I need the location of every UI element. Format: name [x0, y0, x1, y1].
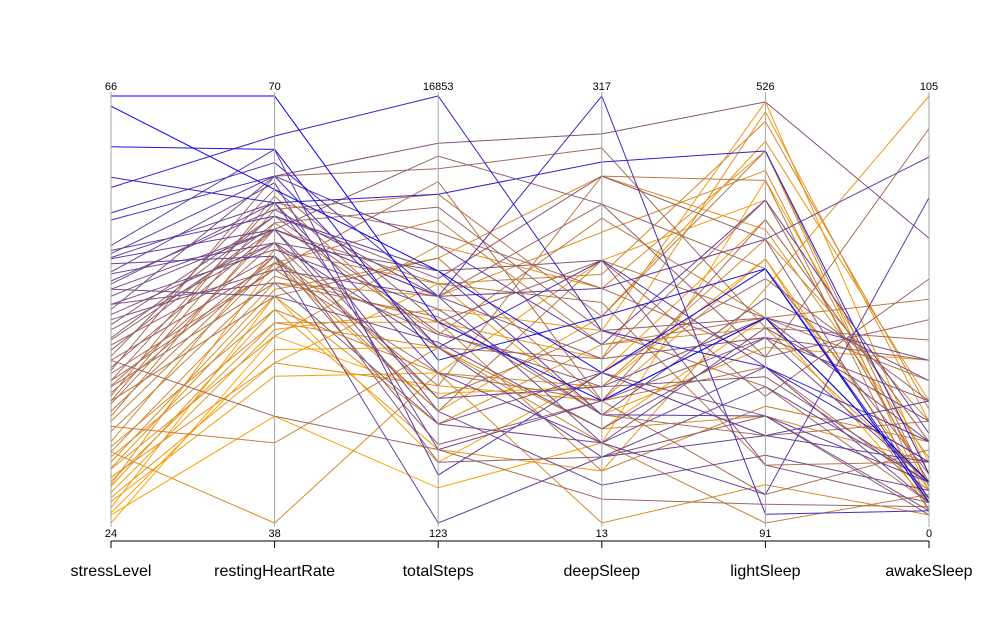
axis-labels: 66 24 stressLevel 70 38 restingHeartRate 16853…	[71, 81, 973, 580]
axis-max-label: 66	[105, 81, 117, 93]
record-line	[110, 275, 930, 472]
record-line	[110, 150, 930, 503]
record-line	[110, 238, 930, 448]
record-line	[110, 197, 930, 496]
axis-max-label: 526	[756, 81, 774, 93]
record-line	[110, 175, 930, 443]
record-line	[110, 188, 930, 398]
axis-min-label: 91	[759, 528, 771, 540]
record-line	[110, 228, 930, 443]
record-line	[110, 175, 930, 512]
record-line	[110, 268, 930, 402]
record-line	[110, 242, 930, 483]
axes	[110, 92, 930, 548]
record-line	[110, 295, 930, 483]
record-lines	[110, 95, 930, 524]
axis-name-label: deepSleep	[564, 563, 641, 580]
record-line	[110, 150, 930, 475]
axis-name-label: lightSleep	[730, 563, 800, 580]
record-line	[110, 359, 930, 508]
record-line	[110, 182, 930, 451]
record-line	[110, 257, 930, 491]
record-line	[110, 95, 930, 515]
record-line	[110, 283, 930, 498]
record-line	[110, 169, 930, 491]
record-line	[110, 255, 930, 524]
record-line	[110, 202, 930, 491]
record-line	[110, 258, 930, 512]
record-line	[110, 175, 930, 463]
record-line	[110, 195, 930, 483]
record-line	[110, 203, 930, 475]
record-line	[110, 105, 930, 503]
axis-max-label: 16853	[423, 81, 454, 93]
axis-name-label: totalSteps	[403, 563, 474, 580]
record-line	[110, 288, 930, 483]
record-line	[110, 282, 930, 437]
axis-max-label: 317	[593, 81, 611, 93]
record-line	[110, 215, 930, 483]
record-line	[110, 228, 930, 444]
record-line	[110, 147, 930, 371]
record-line	[110, 128, 930, 382]
axis-min-label: 38	[268, 528, 280, 540]
record-line	[110, 156, 930, 297]
record-line	[110, 175, 930, 434]
record-line	[110, 148, 930, 476]
record-line	[110, 95, 930, 463]
record-line	[110, 175, 930, 503]
axis-max-label: 70	[268, 81, 280, 93]
axis-min-label: 24	[105, 528, 117, 540]
record-line	[110, 322, 930, 463]
record-line	[110, 150, 930, 487]
axis-name-label: restingHeartRate	[214, 563, 335, 580]
record-line	[111, 95, 930, 483]
axis-min-label: 0	[926, 528, 932, 540]
axis-max-label: 105	[920, 81, 938, 93]
record-line	[110, 255, 930, 446]
record-line	[110, 248, 930, 416]
record-line	[110, 242, 930, 504]
axis-name-label: awakeSleep	[885, 563, 972, 580]
record-line	[110, 110, 930, 482]
record-line	[110, 282, 930, 512]
axis-min-label: 123	[429, 528, 447, 540]
record-line	[110, 258, 930, 524]
record-line	[110, 262, 930, 402]
axis-min-label: 13	[596, 528, 608, 540]
record-line	[110, 179, 930, 516]
record-line	[110, 242, 930, 504]
axis-name-label: stressLevel	[71, 563, 152, 580]
record-line	[110, 346, 930, 524]
